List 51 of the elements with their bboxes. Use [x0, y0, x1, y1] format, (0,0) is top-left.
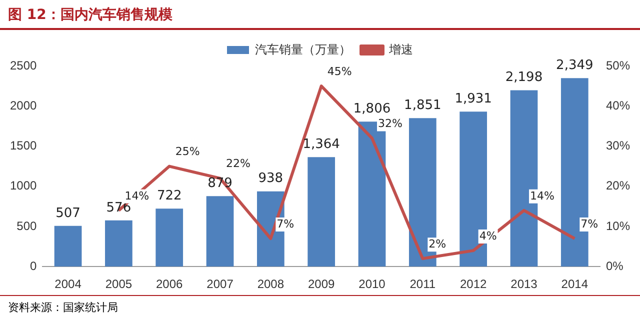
x-tick-label: 2010: [358, 277, 386, 292]
x-tick-label: 2005: [105, 277, 132, 292]
data-label: 2,349: [556, 58, 594, 73]
x-tick-label: 2009: [308, 277, 336, 292]
legend-label: 增速: [388, 42, 413, 56]
data-label: 2%: [428, 237, 446, 250]
data-label: 722: [156, 188, 182, 204]
data-label: 4%: [479, 229, 497, 242]
y-tick-label: 1500: [10, 138, 38, 153]
data-label: 14%: [124, 189, 150, 202]
y2-tick-label: 50%: [606, 58, 630, 72]
data-label: 2,198: [505, 70, 543, 86]
x-tick-label: 2013: [510, 277, 538, 292]
bar: [156, 208, 184, 267]
data-label: 22%: [226, 157, 250, 170]
x-tick-label: 2007: [206, 277, 234, 292]
data-label: 1,364: [302, 137, 340, 152]
bar: [206, 196, 234, 267]
x-tick-label: 2011: [410, 277, 436, 292]
y2-tick-label: 20%: [606, 178, 630, 193]
data-label: 25%: [175, 145, 200, 158]
x-tick-label: 2014: [561, 277, 588, 292]
bar: [105, 220, 132, 267]
data-label: 7%: [276, 217, 294, 230]
data-label: 1,931: [454, 92, 492, 107]
data-label: 1,806: [353, 102, 391, 117]
data-label: 7%: [580, 217, 598, 230]
data-label: 45%: [327, 64, 352, 78]
y-tick-label: 1000: [10, 178, 38, 193]
data-label: 1,851: [404, 98, 442, 113]
y2-tick-label: 40%: [606, 98, 630, 112]
data-label: 938: [258, 171, 284, 186]
bar: [308, 157, 336, 267]
x-tick-label: 2004: [54, 277, 82, 292]
y2-tick-label: 30%: [606, 138, 630, 153]
text: 资料来源：国家统计局: [0, 295, 640, 319]
data-label: 507: [56, 206, 80, 221]
data-label: 32%: [378, 117, 402, 130]
y-tick-label: 0: [30, 258, 38, 273]
legend-label: 汽车销量（万量）: [255, 42, 351, 56]
x-tick-label: 2008: [257, 277, 284, 292]
y-tick-label: 500: [16, 218, 38, 233]
x-tick-label: 2006: [156, 277, 184, 292]
bar: [54, 226, 82, 267]
y-tick-label: 2000: [10, 98, 38, 112]
y-tick-label: 2500: [10, 58, 38, 72]
data-label: 14%: [530, 189, 554, 202]
x-tick-label: 2012: [460, 277, 487, 292]
chart-title: 图 12：国内汽车销售规模: [0, 0, 640, 30]
y2-tick-label: 10%: [606, 218, 630, 233]
y2-tick-label: 0%: [606, 258, 624, 273]
